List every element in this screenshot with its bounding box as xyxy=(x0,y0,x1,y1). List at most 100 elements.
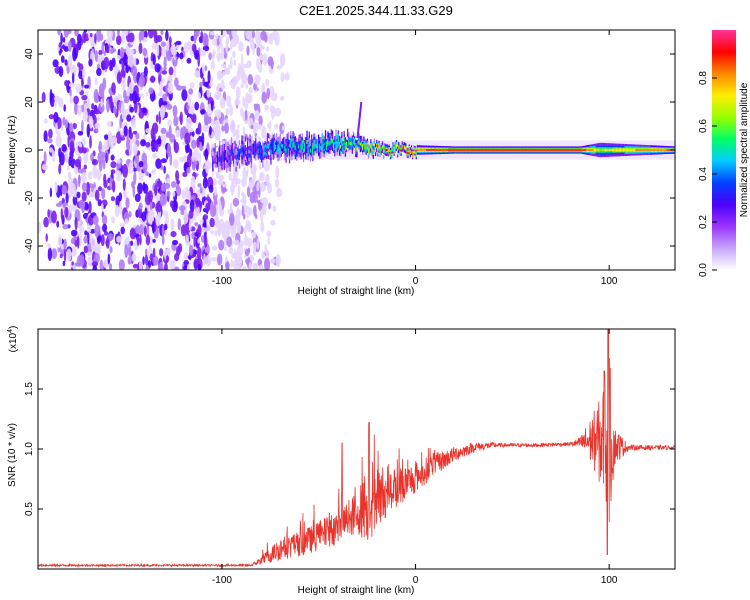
spectrogram-noise-blob xyxy=(152,152,158,159)
spectrogram-trace-cell xyxy=(667,149,669,151)
spectrogram-noise-blob xyxy=(126,86,130,98)
spectrogram-noise-blob xyxy=(197,54,200,67)
spectrogram-noise-blob xyxy=(64,80,69,87)
spectrogram-y-tick-label: -20 xyxy=(24,190,35,205)
spectrogram-noise-blob xyxy=(51,248,58,260)
spectrogram-noise-blob xyxy=(246,45,250,56)
spectrogram-noise-blob xyxy=(226,236,233,248)
spectrogram-noise-blob xyxy=(247,74,253,86)
spectrogram-noise-blob xyxy=(255,214,258,220)
spectrogram-trace-cell xyxy=(467,149,470,151)
spectrogram-noise-blob xyxy=(116,35,122,45)
spectrogram-noise-blob xyxy=(73,95,79,105)
spectrogram-noise-blob xyxy=(221,63,226,69)
spectrogram-trace-cell xyxy=(536,149,538,151)
spectrogram-noise-blob xyxy=(231,30,236,38)
spectrogram-trace-cell xyxy=(564,149,566,151)
spectrogram-trace-cell xyxy=(630,149,632,152)
spectrogram-noise-blob xyxy=(188,88,194,95)
spectrogram-trace-cell xyxy=(557,149,559,151)
spectrogram-noise-blob xyxy=(253,82,257,91)
spectrogram-noise-blob xyxy=(165,41,170,52)
spectrogram-trace-cell xyxy=(535,149,537,151)
spectrogram-noise-blob xyxy=(266,230,272,238)
spectrogram-noise-blob xyxy=(230,223,237,233)
spectrogram-trace-cell xyxy=(342,145,344,150)
spectrogram-noise-blob xyxy=(130,160,134,167)
spectrogram-trace-cell xyxy=(262,152,264,157)
spectrogram-noise-blob xyxy=(233,59,236,67)
spectrogram-noise-blob xyxy=(260,198,265,204)
spectrogram-noise-blob xyxy=(250,124,254,129)
spectrogram-trace-cell xyxy=(512,149,514,151)
spectrogram-noise-blob xyxy=(159,105,166,119)
spectrogram-noise-blob xyxy=(222,71,226,76)
spectrogram-noise-blob xyxy=(132,117,136,130)
spectrogram-trace-cell xyxy=(538,149,540,151)
spectrogram-trace-cell xyxy=(566,149,568,151)
spectrogram-trace-cell xyxy=(420,149,422,151)
spectrogram-trace-cell xyxy=(620,148,622,152)
spectrogram-noise-blob xyxy=(232,50,236,59)
spectrogram-noise-blob xyxy=(229,212,235,226)
spectrogram-trace-cell xyxy=(406,151,408,154)
spectrogram-trace-cell xyxy=(616,148,618,152)
spectrogram-noise-blob xyxy=(67,134,70,148)
spectrogram-noise-blob xyxy=(97,199,102,207)
spectrogram-trace-cell xyxy=(387,149,389,152)
spectrogram-noise-blob xyxy=(102,77,107,91)
spectrogram-trace-cell xyxy=(277,147,279,152)
spectrogram-trace-cell xyxy=(456,149,458,151)
spectrogram-trace-cell xyxy=(385,149,387,152)
spectrogram-trace-cell xyxy=(460,149,463,151)
spectrogram-trace-cell xyxy=(377,149,379,152)
spectrogram-noise-blob xyxy=(241,176,247,187)
spectrogram-noise-blob xyxy=(109,246,113,254)
spectrogram-noise-blob xyxy=(141,107,147,114)
spectrogram-noise-blob xyxy=(231,76,238,86)
spectrogram-trace-cell xyxy=(309,148,312,153)
spectrogram-noise-blob xyxy=(237,184,241,199)
spectrogram-noise-blob xyxy=(77,169,84,174)
spectrogram-noise-blob xyxy=(59,184,63,197)
spectrogram-trace-cell xyxy=(381,146,384,149)
spectrogram-trace-cell xyxy=(228,155,230,160)
spectrogram-noise-blob xyxy=(98,102,105,113)
colorbar-tick-label: 0.0 xyxy=(698,263,709,277)
spectrogram-noise-blob xyxy=(83,150,89,164)
spectrogram-trace-cell xyxy=(245,154,248,160)
spectrogram-noise-blob xyxy=(121,77,126,91)
spectrogram-trace-cell xyxy=(333,144,335,149)
spectrogram-trace-cell xyxy=(577,149,579,151)
spectrogram-noise-blob xyxy=(142,47,148,57)
spectrogram-noise-blob xyxy=(101,203,104,211)
spectrogram-trace-cell xyxy=(364,144,366,148)
spectrogram-noise-blob xyxy=(81,94,88,101)
spectrogram-trace-cell xyxy=(214,153,216,158)
spectrogram-trace-cell xyxy=(414,149,416,152)
spectrogram-noise-blob xyxy=(102,159,106,170)
spectrogram-noise-blob xyxy=(202,177,208,189)
spectrogram-noise-blob xyxy=(120,226,125,235)
spectrogram-noise-blob xyxy=(206,224,211,232)
spectrogram-trace-cell xyxy=(341,140,343,144)
spectrogram-trace-cell xyxy=(329,141,331,146)
spectrogram-noise-blob xyxy=(126,114,132,122)
spectrogram-noise-blob xyxy=(208,184,214,193)
spectrogram-noise-blob xyxy=(75,141,82,146)
spectrogram-trace-cell xyxy=(473,149,475,151)
spectrogram-noise-blob xyxy=(180,85,187,90)
spectrogram-noise-blob xyxy=(61,185,67,195)
spectrogram-trace-cell xyxy=(487,149,489,151)
spectrogram-noise-blob xyxy=(78,70,84,80)
spectrogram-noise-blob xyxy=(224,246,227,252)
spectrogram-trace-cell xyxy=(371,147,373,151)
spectrogram-trace-cell xyxy=(537,149,539,151)
spectrogram-noise-blob xyxy=(175,170,180,182)
spectrogram-noise-blob xyxy=(155,114,159,123)
spectrogram-noise-blob xyxy=(103,56,110,70)
spectrogram-trace-cell xyxy=(621,148,623,152)
spectrogram-noise-blob xyxy=(245,92,250,103)
spectrogram-noise-blob xyxy=(188,244,194,256)
spectrogram-noise-blob xyxy=(194,222,199,227)
